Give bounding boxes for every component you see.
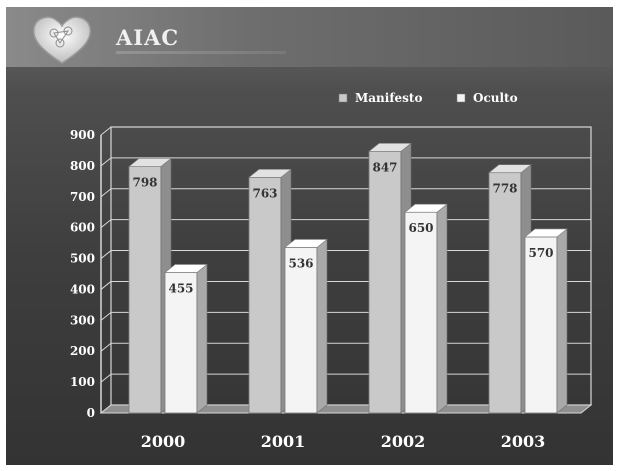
y-tick-label: 300 xyxy=(70,313,95,327)
bar-chart: 0 100 200 300 400 500 600 700 800 900 798 455 2000 76… xyxy=(70,91,593,451)
data-label: 570 xyxy=(528,246,553,260)
bar-top xyxy=(404,203,448,213)
bar-side xyxy=(556,228,568,414)
x-tick-label: 2000 xyxy=(141,432,186,451)
bar-side xyxy=(196,263,208,414)
legend-label: Manifesto xyxy=(355,91,422,105)
x-tick-label: 2001 xyxy=(261,432,306,451)
data-label: 798 xyxy=(132,176,157,190)
y-tick-label: 200 xyxy=(70,344,95,358)
data-label: 778 xyxy=(492,182,517,196)
y-tick-label: 400 xyxy=(70,282,95,296)
gridline-diagonal xyxy=(100,157,112,167)
bar-oculto xyxy=(524,236,558,414)
y-tick-label: 800 xyxy=(70,159,95,173)
bar-manifesto xyxy=(368,150,402,414)
bar-top xyxy=(368,143,412,152)
legend-swatch xyxy=(338,93,348,103)
bar-top xyxy=(248,169,292,178)
gridline-diagonal xyxy=(100,188,112,198)
bar-oculto xyxy=(284,247,318,414)
gridline-diagonal xyxy=(100,126,112,136)
bar-manifesto xyxy=(488,172,522,414)
data-label: 650 xyxy=(408,221,433,235)
bar-oculto xyxy=(404,211,438,414)
data-label: 763 xyxy=(252,186,277,200)
legend-label: Oculto xyxy=(473,91,518,105)
y-tick-label: 500 xyxy=(70,252,95,266)
legend-swatch xyxy=(456,93,466,103)
gridline-diagonal xyxy=(100,250,112,259)
data-label: 455 xyxy=(168,281,193,295)
brand-subtitle-line xyxy=(116,51,286,54)
bar-manifesto xyxy=(248,176,282,414)
bar-top xyxy=(284,239,328,248)
gridline-diagonal xyxy=(100,373,112,383)
y-tick-label: 100 xyxy=(70,375,95,389)
bar-side xyxy=(436,203,448,414)
brand-title: AIAC xyxy=(116,25,180,50)
y-tick-label: 700 xyxy=(70,190,95,204)
heart-logo-icon xyxy=(32,16,92,64)
bar-top xyxy=(128,158,172,167)
y-tick-label: 600 xyxy=(70,221,95,235)
x-tick-label: 2003 xyxy=(501,432,546,451)
gridline-diagonal xyxy=(100,342,112,352)
slide-background: AIAC 0 100 200 300 400 500 600 700 800 900 798 455 2… xyxy=(6,7,613,465)
gridline-diagonal xyxy=(100,311,112,321)
gridline-diagonal xyxy=(100,281,112,290)
bar-manifesto xyxy=(128,166,162,414)
bar-top xyxy=(164,264,208,273)
data-label: 536 xyxy=(288,256,313,270)
bar-top xyxy=(524,228,568,238)
bar-side xyxy=(316,238,328,414)
x-tick-label: 2002 xyxy=(381,432,426,451)
gridline-diagonal xyxy=(100,219,112,229)
header-band xyxy=(6,7,613,67)
y-tick-label: 900 xyxy=(70,128,95,142)
y-tick-label: 0 xyxy=(87,406,95,420)
data-label: 847 xyxy=(372,160,397,174)
bar-top xyxy=(488,164,532,173)
